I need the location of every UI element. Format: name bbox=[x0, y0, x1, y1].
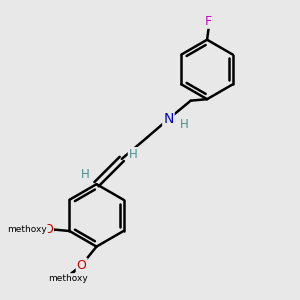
Text: H: H bbox=[129, 148, 137, 161]
Text: H: H bbox=[179, 118, 188, 131]
Text: methoxy: methoxy bbox=[48, 274, 88, 283]
Text: O: O bbox=[43, 223, 53, 236]
Text: O: O bbox=[77, 259, 87, 272]
Text: H: H bbox=[81, 168, 90, 181]
Text: methoxy: methoxy bbox=[8, 225, 47, 234]
Text: N: N bbox=[163, 112, 174, 126]
Text: F: F bbox=[205, 15, 212, 28]
